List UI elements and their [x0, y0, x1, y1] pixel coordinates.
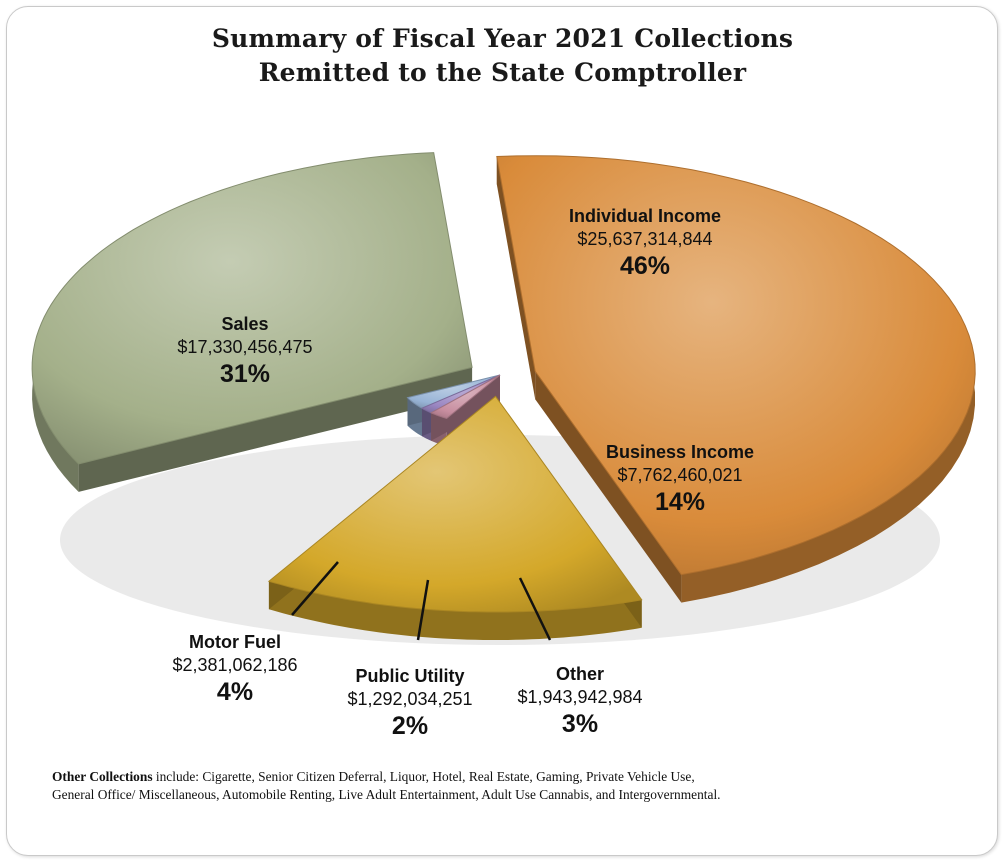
slice-wall-1 — [268, 581, 642, 640]
slice-edge-5-0 — [78, 367, 473, 492]
slice-percent-business-income: 14% — [655, 488, 705, 516]
slice-label-motor-fuel: Motor Fuel — [189, 632, 281, 652]
slice-label-other: Other — [556, 664, 604, 684]
footnote-line-2: General Office/ Miscellaneous, Automobil… — [52, 787, 721, 802]
footnote: Other Collections include: Cigarette, Se… — [52, 768, 972, 804]
leader-line-other — [518, 577, 552, 641]
footnote-line-1: include: Cigarette, Senior Citizen Defer… — [152, 769, 695, 784]
slice-amount-sales: $17,330,456,475 — [177, 337, 312, 357]
slice-percent-public-utility: 2% — [392, 712, 428, 740]
slice-label-business-income: Business Income — [606, 442, 754, 462]
slice-other — [430, 374, 501, 419]
slice-amount-other: $1,943,942,984 — [517, 687, 642, 707]
slice-individual-income — [496, 155, 976, 576]
slice-percent-sales: 31% — [220, 360, 270, 388]
slice-sales — [31, 152, 473, 465]
slice-amount-business-income: $7,762,460,021 — [617, 465, 742, 485]
slice-edge-0-1 — [535, 371, 682, 603]
slice-public-utility — [421, 374, 501, 414]
slice-label-sales: Sales — [221, 314, 268, 334]
slice-business-income — [267, 395, 643, 613]
slice-motor-fuel — [406, 374, 501, 409]
slice-amount-individual-income: $25,637,314,844 — [577, 229, 712, 249]
slice-edge-0-0 — [496, 156, 536, 400]
footnote-bold: Other Collections — [52, 769, 153, 784]
leader-line-public-utility — [416, 579, 430, 641]
slice-label-public-utility: Public Utility — [355, 666, 464, 686]
slice-amount-public-utility: $1,292,034,251 — [347, 689, 472, 709]
chart-title: Summary of Fiscal Year 2021 Collections — [211, 24, 794, 53]
slice-label-individual-income: Individual Income — [569, 206, 721, 226]
slice-percent-other: 3% — [562, 710, 598, 738]
slice-edge-2-1 — [431, 375, 500, 441]
slice-percent-individual-income: 46% — [620, 252, 670, 280]
slice-percent-motor-fuel: 4% — [217, 678, 253, 706]
leader-line-motor-fuel — [291, 561, 339, 616]
chart-subtitle: Remitted to the State Comptroller — [258, 58, 747, 87]
slice-amount-motor-fuel: $2,381,062,186 — [172, 655, 297, 675]
pie-chart: Individual Income $25,637,314,844 46% Busin… — [31, 152, 976, 740]
